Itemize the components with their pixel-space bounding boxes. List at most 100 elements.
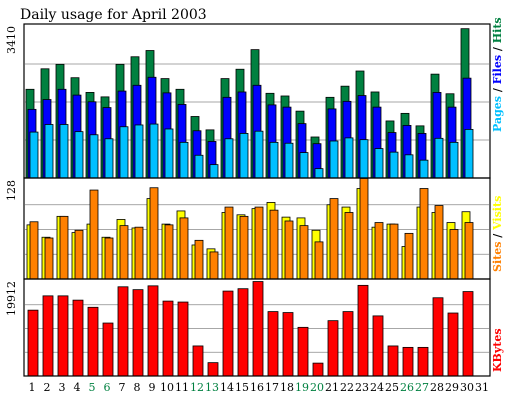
- day-label: 15: [235, 381, 249, 394]
- bar-pages: [314, 168, 324, 179]
- day-label: 31: [475, 381, 489, 394]
- bar-sites: [74, 229, 84, 280]
- bar-kbytes: [57, 295, 69, 377]
- legend-item: KBytes: [491, 328, 504, 372]
- day-label: 5: [89, 381, 96, 394]
- bar-kbytes: [267, 311, 279, 377]
- bar-sites: [194, 239, 204, 280]
- bar-kbytes: [222, 290, 234, 377]
- bar-sites: [419, 188, 429, 280]
- bar-sites: [179, 217, 189, 280]
- day-label: 9: [149, 381, 156, 394]
- day-label: 12: [190, 381, 204, 394]
- legend-item: Visits: [491, 196, 504, 234]
- bar-pages: [59, 124, 69, 179]
- bar-kbytes: [237, 288, 249, 377]
- bar-pages: [254, 130, 264, 179]
- bar-pages: [389, 151, 399, 179]
- day-label: 20: [310, 381, 324, 394]
- day-label: 16: [250, 381, 264, 394]
- bar-kbytes: [372, 315, 384, 377]
- day-label: 30: [460, 381, 474, 394]
- legend-bottom: KBytes: [491, 328, 504, 372]
- bar-sites: [314, 241, 324, 280]
- day-label: 18: [280, 381, 294, 394]
- bar-kbytes: [312, 362, 324, 377]
- bar-sites: [59, 215, 69, 280]
- bar-sites: [254, 206, 264, 280]
- bar-sites: [149, 187, 159, 280]
- bar-sites: [434, 205, 444, 280]
- legend-item: Files: [491, 55, 504, 88]
- bar-kbytes: [417, 346, 429, 377]
- chart-title: Daily usage for April 2003: [20, 7, 207, 23]
- day-label: 1: [29, 381, 36, 394]
- bar-pages: [164, 128, 174, 179]
- bar-kbytes: [462, 291, 474, 377]
- bar-pages: [419, 159, 429, 179]
- bar-sites: [374, 222, 384, 280]
- bar-pages: [284, 142, 294, 179]
- bar-pages: [269, 141, 279, 179]
- bar-sites: [299, 225, 309, 280]
- bar-kbytes: [357, 284, 369, 377]
- bar-sites: [284, 220, 294, 280]
- day-label: 24: [370, 381, 384, 394]
- y-max-label: 128: [5, 180, 18, 201]
- bar-pages: [104, 138, 114, 179]
- day-label: 4: [74, 381, 81, 394]
- panel-top: 3410: [5, 23, 491, 179]
- bar-sites: [134, 226, 144, 280]
- bar-kbytes: [102, 322, 114, 377]
- bar-pages: [119, 126, 129, 179]
- bar-kbytes: [387, 345, 399, 377]
- day-label: 27: [415, 381, 429, 394]
- bar-kbytes: [147, 285, 159, 377]
- panel-frame: [23, 278, 491, 377]
- bar-sites: [329, 198, 339, 280]
- bar-sites: [404, 232, 414, 280]
- bar-pages: [44, 124, 54, 179]
- day-label: 8: [134, 381, 141, 394]
- bar-kbytes: [72, 299, 84, 377]
- bar-kbytes: [342, 311, 354, 377]
- bar-pages: [149, 123, 159, 179]
- day-label: 26: [400, 381, 414, 394]
- day-label: 2: [44, 381, 51, 394]
- bar-sites: [344, 212, 354, 280]
- bar-kbytes: [252, 281, 264, 377]
- bar-pages: [374, 148, 384, 179]
- day-label: 19: [295, 381, 309, 394]
- day-label: 11: [175, 381, 189, 394]
- bar-pages: [239, 133, 249, 179]
- bar-kbytes: [447, 312, 459, 377]
- day-label: 3: [59, 381, 66, 394]
- bar-pages: [74, 131, 84, 179]
- day-label: 7: [119, 381, 126, 394]
- panel-bottom: 19912: [5, 278, 491, 377]
- day-label: 21: [325, 381, 339, 394]
- day-label: 13: [205, 381, 219, 394]
- x-axis-labels: 1 2 3 4 5 6 7 8 9 10 11 12 13 14 15 16 17 18 19 20 21 22 23 24 2…: [29, 381, 490, 394]
- bar-kbytes: [402, 346, 414, 377]
- day-label: 28: [430, 381, 444, 394]
- bar-kbytes: [87, 306, 99, 377]
- legend-middle: Sites / Visits: [491, 196, 504, 272]
- bar-sites: [164, 224, 174, 280]
- bar-sites: [44, 237, 54, 280]
- bar-pages: [464, 129, 474, 179]
- bar-pages: [434, 137, 444, 179]
- bar-pages: [299, 152, 309, 179]
- day-label: 17: [265, 381, 279, 394]
- bar-pages: [209, 164, 219, 179]
- legend-item: /: [491, 233, 504, 242]
- bar-pages: [29, 131, 39, 179]
- bar-pages: [329, 140, 339, 179]
- bar-kbytes: [27, 309, 39, 377]
- day-label: 10: [160, 381, 174, 394]
- day-label: 14: [220, 381, 234, 394]
- day-label: 6: [104, 381, 111, 394]
- legend-item: Sites: [491, 242, 504, 272]
- bar-sites: [359, 178, 369, 280]
